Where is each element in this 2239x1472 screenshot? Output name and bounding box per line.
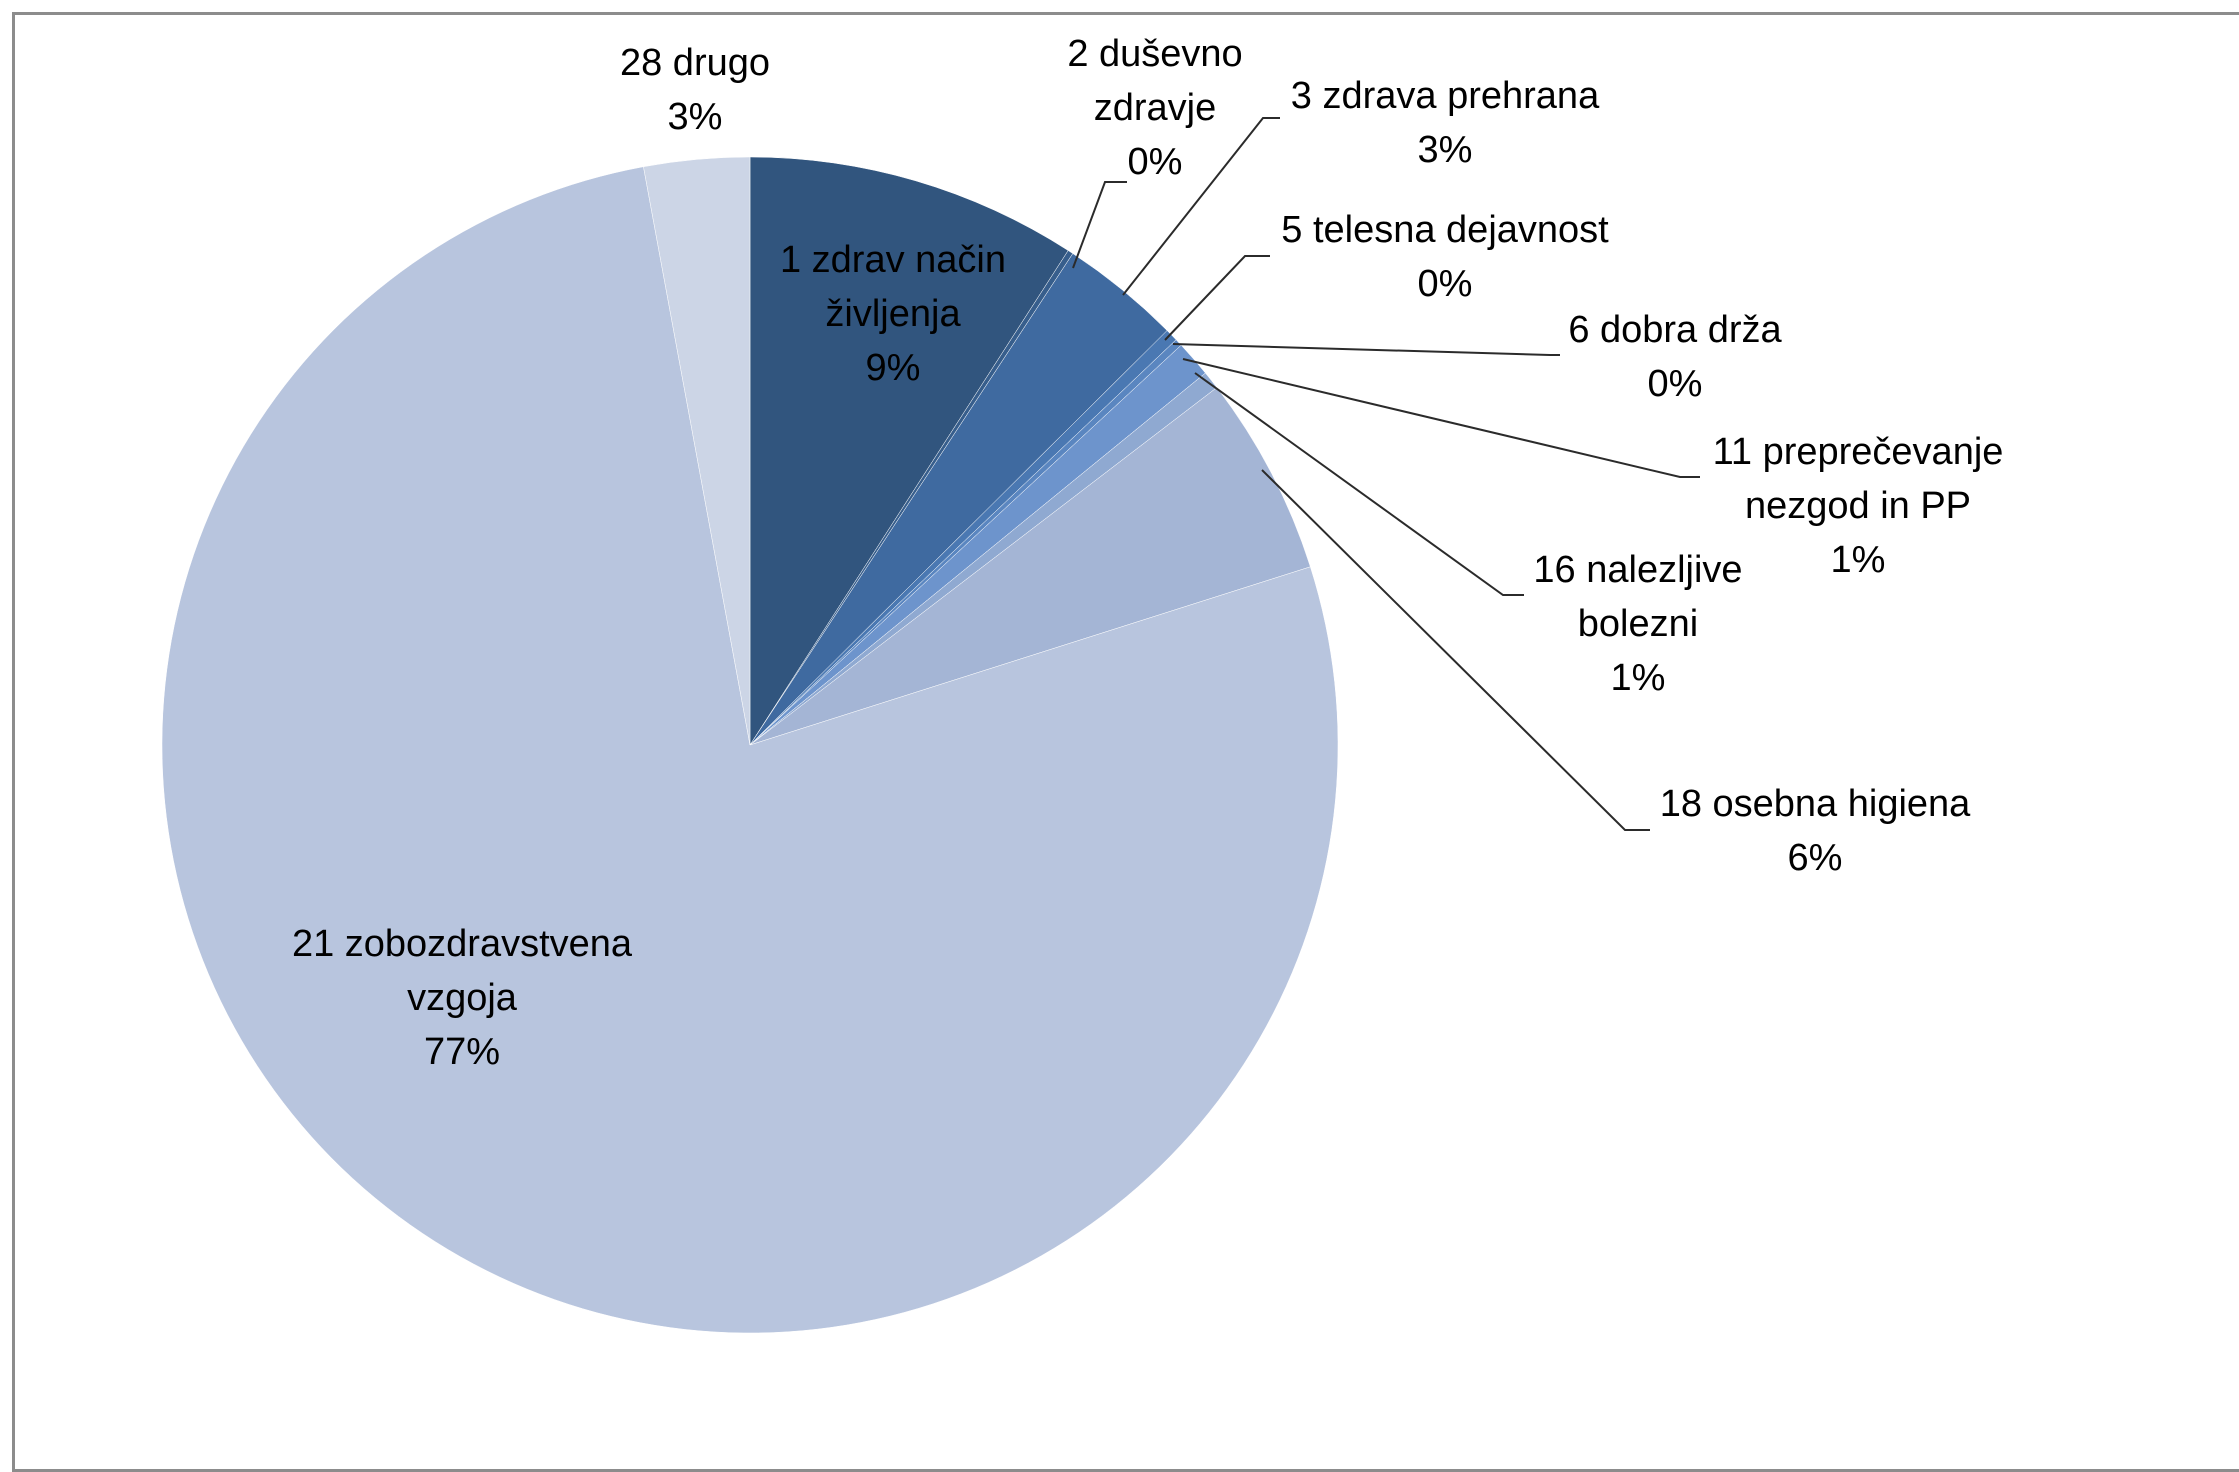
slice-label: 6 dobra drža 0% — [1568, 309, 1782, 405]
slice-percent-label: 77% — [424, 1031, 500, 1073]
slice-name-label: 28 drugo — [620, 42, 770, 84]
leader-line — [1122, 117, 1280, 296]
slice-name-label: 21 zobozdravstvena — [292, 923, 633, 965]
slice-percent-label: 9% — [866, 347, 921, 389]
slice-percent-label: 3% — [1418, 129, 1473, 171]
slice-label: 21 zobozdravstvena vzgoja 77% — [292, 923, 633, 1073]
slice-name-label: 5 telesna dejavnost — [1281, 209, 1609, 251]
slice-name-label: 1 zdrav način — [780, 239, 1006, 281]
leader-line — [1182, 358, 1700, 478]
slice-percent-label: 1% — [1831, 539, 1886, 581]
slice-label: 11 preprečevanje nezgod in PP 1% — [1713, 431, 2004, 581]
slice-name-label: 18 osebna higiena — [1660, 783, 1971, 825]
slice-name-label: vzgoja — [407, 977, 518, 1019]
slice-label: 3 zdrava prehrana 3% — [1291, 75, 1600, 171]
leader-line — [1072, 181, 1127, 269]
leader-line — [1164, 255, 1270, 341]
leader-line — [1172, 343, 1560, 356]
slice-percent-label: 0% — [1648, 363, 1703, 405]
slice-label: 5 telesna dejavnost 0% — [1281, 209, 1609, 305]
slice-percent-label: 0% — [1128, 141, 1183, 183]
slice-name-label: 2 duševno — [1067, 33, 1242, 75]
leader-lines — [1072, 117, 1700, 831]
slice-name-label: življenja — [825, 293, 961, 335]
leader-line — [1261, 469, 1650, 831]
slice-label: 16 nalezljive bolezni 1% — [1533, 549, 1742, 699]
slice-label: 28 drugo 3% — [620, 42, 770, 138]
slice-name-label: 6 dobra drža — [1568, 309, 1782, 351]
slice-name-label: bolezni — [1578, 603, 1698, 645]
slice-name-label: zdravje — [1094, 87, 1217, 129]
pie-slice — [643, 156, 751, 746]
slice-percent-label: 1% — [1611, 657, 1666, 699]
slice-labels: 1 zdrav način življenja 9% 2 duševno zdravje… — [292, 33, 2003, 1073]
slice-name-label: 3 zdrava prehrana — [1291, 75, 1600, 117]
slice-label: 18 osebna higiena 6% — [1660, 783, 1971, 879]
slice-name-label: nezgod in PP — [1745, 485, 1971, 527]
slice-label: 2 duševno zdravje 0% — [1067, 33, 1242, 183]
pie-slice — [749, 387, 1311, 746]
leader-line — [1194, 372, 1524, 596]
slice-percent-label: 6% — [1788, 837, 1843, 879]
slice-name-label: 11 preprečevanje — [1713, 431, 2004, 473]
pie-slices — [161, 156, 1339, 1334]
slice-name-label: 16 nalezljive — [1533, 549, 1742, 591]
slice-label: 1 zdrav način življenja 9% — [780, 239, 1006, 389]
slice-percent-label: 0% — [1418, 263, 1473, 305]
pie-slice — [161, 166, 1339, 1334]
slice-percent-label: 3% — [668, 96, 723, 138]
pie-slice — [749, 156, 1069, 746]
